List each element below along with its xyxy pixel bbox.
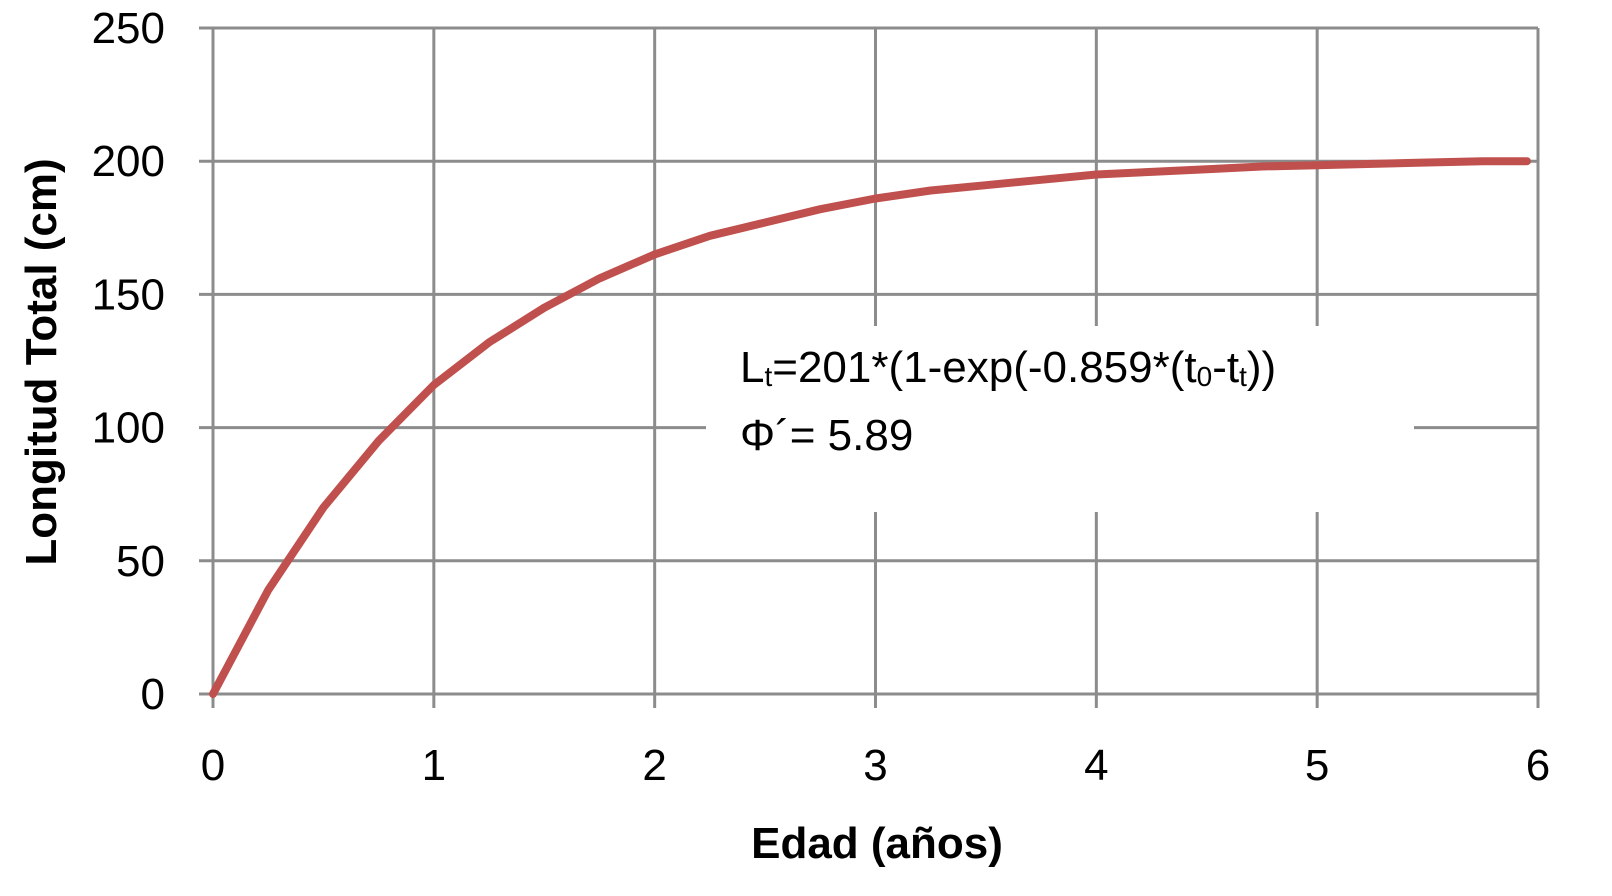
- y-tick-label: 50: [116, 537, 165, 586]
- x-tick-label: 1: [422, 741, 446, 790]
- y-tick-label: 200: [92, 137, 165, 186]
- annotation-eq-sub-0: 0: [1197, 361, 1213, 392]
- y-axis-title: Longitud Total (cm): [17, 158, 66, 565]
- annotation-eq-suffix: )): [1247, 343, 1276, 392]
- x-axis-title: Edad (años): [751, 819, 1003, 868]
- annotation-background: [706, 326, 1414, 512]
- y-tick-label: 250: [92, 4, 165, 53]
- y-tick-label: 150: [92, 270, 165, 319]
- x-tick-label: 4: [1084, 741, 1108, 790]
- annotation-eq-mid: =201*(1-exp(-0.859*(t: [772, 343, 1196, 392]
- annotation-eq-prefix: L: [740, 343, 764, 392]
- tick-labels: 0 1 2 3 4 5 6 0 50 100 150 200 250: [92, 4, 1551, 790]
- y-tick-label: 100: [92, 404, 165, 453]
- x-tick-label: 3: [863, 741, 887, 790]
- x-tick-label: 2: [642, 741, 666, 790]
- series-line: [209, 157, 1531, 698]
- annotation-eq-sub-t: t: [764, 361, 772, 392]
- x-tick-label: 6: [1526, 741, 1550, 790]
- annotation-equation: Lt=201*(1-exp(-0.859*(t0-tt)): [740, 343, 1276, 392]
- x-tick-label: 5: [1305, 741, 1329, 790]
- x-tick-label: 0: [201, 741, 225, 790]
- annotation-phi: Φ´= 5.89: [740, 411, 913, 460]
- annotation-eq-mid2: -t: [1212, 343, 1239, 392]
- y-tick-label: 0: [141, 670, 165, 719]
- annotation-eq-sub-t2: t: [1239, 361, 1247, 392]
